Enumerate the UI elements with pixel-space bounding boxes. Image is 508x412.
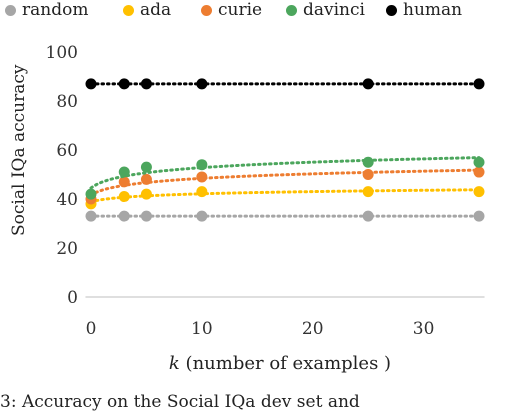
y-tick-label-80: 80 xyxy=(56,92,78,112)
point-ada-2 xyxy=(140,188,152,200)
legend-item-human: human xyxy=(386,0,462,20)
point-human-0 xyxy=(85,78,97,90)
legend-item-random: random xyxy=(5,0,88,20)
point-random-5 xyxy=(473,210,485,222)
point-curie-2 xyxy=(140,173,152,185)
point-davinci-1 xyxy=(118,166,130,178)
x-tick-label-0: 0 xyxy=(86,319,97,339)
legend-item-curie: curie xyxy=(201,0,262,20)
point-human-5 xyxy=(473,78,485,90)
point-davinci-0 xyxy=(85,188,97,200)
legend-label-human: human xyxy=(403,0,463,20)
y-tick-label-20: 20 xyxy=(56,239,78,259)
point-ada-5 xyxy=(473,186,485,198)
legend: random ada curie davinci human xyxy=(0,0,508,22)
trendline-davinci xyxy=(89,156,481,190)
point-davinci-2 xyxy=(140,161,152,173)
legend-marker-davinci xyxy=(286,4,297,16)
legend-marker-ada xyxy=(123,4,134,16)
point-ada-3 xyxy=(196,186,208,198)
point-human-3 xyxy=(196,78,208,90)
trendline-ada xyxy=(89,188,481,204)
point-davinci-3 xyxy=(196,159,208,171)
x-axis-label: k (number of examples ) xyxy=(130,353,430,374)
legend-label-ada: ada xyxy=(140,0,172,20)
y-axis-label: Social IQa accuracy xyxy=(9,64,29,236)
x-tick-label-10: 10 xyxy=(191,319,213,339)
point-davinci-4 xyxy=(362,156,374,168)
legend-label-curie: curie xyxy=(218,0,263,20)
y-tick-label-40: 40 xyxy=(56,190,78,210)
point-human-2 xyxy=(140,78,152,90)
legend-item-davinci: davinci xyxy=(286,0,365,20)
x-axis-label-text: (number of examples ) xyxy=(179,353,392,374)
figure-caption: 3: Accuracy on the Social IQa dev set an… xyxy=(0,392,360,412)
x-tick-label-20: 20 xyxy=(302,319,324,339)
y-tick-label-100: 100 xyxy=(46,43,78,63)
point-davinci-5 xyxy=(473,156,485,168)
x-tick-label-30: 30 xyxy=(413,319,435,339)
legend-marker-random xyxy=(5,4,16,16)
legend-marker-human xyxy=(386,4,397,16)
y-tick-label-0: 0 xyxy=(67,288,78,308)
point-human-1 xyxy=(118,78,130,90)
legend-label-random: random xyxy=(22,0,89,20)
point-curie-4 xyxy=(362,169,374,180)
x-axis-label-variable: k xyxy=(168,353,180,374)
point-ada-4 xyxy=(362,186,374,198)
y-tick-label-60: 60 xyxy=(56,141,78,161)
point-human-4 xyxy=(362,78,374,90)
point-curie-1 xyxy=(118,176,130,188)
point-random-4 xyxy=(362,210,374,222)
legend-marker-curie xyxy=(201,4,212,16)
legend-label-davinci: davinci xyxy=(303,0,365,20)
point-random-2 xyxy=(140,210,152,222)
point-ada-1 xyxy=(118,191,130,203)
point-random-0 xyxy=(85,210,97,222)
point-curie-3 xyxy=(196,171,208,183)
legend-item-ada: ada xyxy=(123,0,171,20)
point-random-1 xyxy=(118,210,130,222)
point-curie-5 xyxy=(473,166,485,178)
trendline-curie xyxy=(89,168,481,197)
point-random-3 xyxy=(196,210,208,222)
